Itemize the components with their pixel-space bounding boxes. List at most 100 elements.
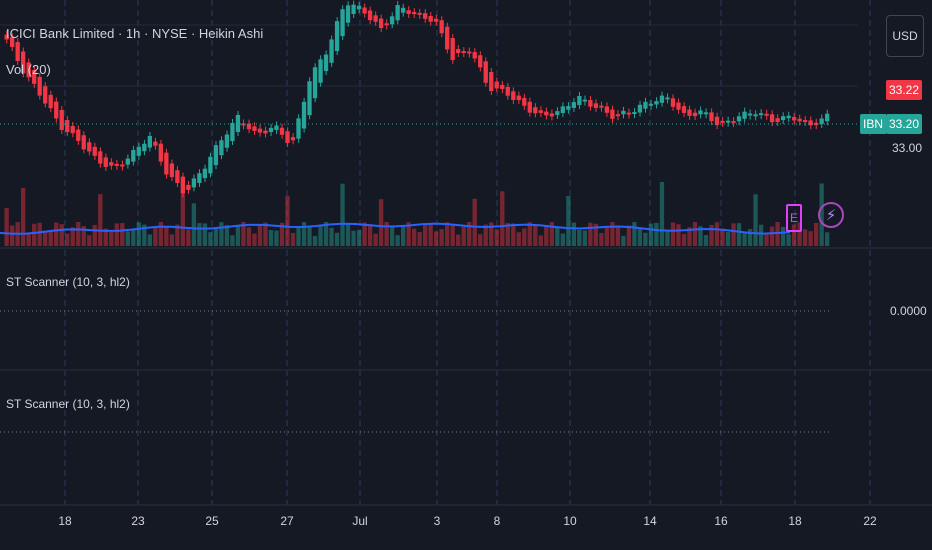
candle-body [257, 128, 263, 133]
volume-bar [698, 226, 703, 246]
volume-bar [340, 183, 345, 246]
candle-body [10, 37, 15, 48]
candle-body [780, 116, 786, 121]
time-tick: 3 [433, 514, 441, 528]
candle-body [637, 104, 643, 113]
volume-bar [70, 227, 75, 246]
volume-bar [775, 222, 780, 246]
candle-body [65, 119, 70, 133]
candle-body [246, 123, 252, 130]
candle-body [175, 170, 180, 184]
volume-bar [37, 222, 42, 246]
volume-bar [731, 223, 736, 246]
pane-separators [0, 247, 932, 506]
candle-body [164, 152, 169, 175]
volume-bar [54, 222, 59, 246]
indicator-pane-label[interactable]: ST Scanner (10, 3, hl2) [6, 275, 130, 289]
candle-body [312, 67, 318, 99]
volume-bar [747, 229, 753, 246]
candle-body [802, 120, 808, 123]
volume-bar [610, 222, 615, 246]
candle-body [824, 113, 830, 122]
candle-body [555, 111, 560, 115]
volume-bar [180, 182, 186, 246]
volume-bar [566, 196, 571, 246]
candle-body [98, 151, 103, 164]
candle-body [676, 102, 681, 110]
candle-body [54, 101, 59, 119]
volume-bar [411, 228, 417, 246]
volume-bar [307, 225, 312, 246]
volume-bar [505, 223, 510, 246]
volume-bar [263, 222, 268, 246]
volume-bar [797, 222, 802, 246]
volume-bar [103, 228, 108, 246]
volume-bar [202, 223, 208, 246]
volume-bar [489, 222, 494, 246]
volume-bar [329, 227, 334, 246]
candle-body [384, 23, 389, 26]
volume-bar [461, 226, 466, 246]
volume-bar [599, 233, 604, 246]
earnings-marker[interactable]: E [786, 204, 802, 232]
time-tick: 18 [788, 514, 802, 528]
candle-body [274, 125, 279, 130]
chart-title[interactable]: ICICI Bank Limited · 1h · NYSE · Heikin … [6, 26, 264, 41]
candle-body [32, 69, 37, 84]
candle-body [356, 5, 362, 10]
candle-body [494, 81, 499, 89]
candle-body [81, 135, 86, 150]
candle-body [290, 137, 296, 141]
volume-bar [285, 195, 290, 246]
candle-body [241, 123, 246, 126]
volume-bar [241, 222, 246, 246]
candle-body [59, 109, 64, 130]
volume-bar [257, 224, 263, 246]
time-tick: Jul [352, 514, 368, 528]
volume-bar [555, 227, 560, 246]
candle-body [92, 146, 97, 156]
currency-button[interactable]: USD [886, 15, 924, 57]
volume-bar [109, 232, 114, 246]
candle-body [395, 5, 400, 21]
candle-body [103, 157, 108, 167]
candle-body [659, 95, 665, 103]
volume-label[interactable]: Vol (20) [6, 62, 51, 77]
candle-body [235, 114, 241, 133]
volume-bar [802, 229, 808, 246]
candle-body [489, 72, 494, 92]
candle-body [279, 127, 285, 135]
candle-body [43, 86, 48, 104]
symbol-price-tag: 33.20 [886, 114, 922, 134]
candle-body [400, 7, 406, 13]
lightning-icon[interactable]: ⚡ [818, 202, 844, 228]
candle-body [786, 115, 791, 119]
volume-bar [439, 229, 444, 246]
volume-bar [720, 228, 725, 246]
volume-bar [147, 234, 152, 246]
volume-bar [356, 229, 362, 246]
candle-body [461, 51, 466, 54]
volume-bar [467, 222, 472, 246]
candle-body [577, 95, 582, 106]
candle-body [345, 5, 351, 23]
volume-bar [659, 182, 665, 246]
volume-bar [345, 222, 351, 246]
volume-bar [351, 230, 356, 246]
indicator-pane-label-2[interactable]: ST Scanner (10, 3, hl2) [6, 397, 130, 411]
candle-body [125, 158, 130, 165]
candle-body [417, 12, 422, 15]
candle-body [769, 114, 775, 123]
indicator-axis-value: 0.0000 [890, 304, 927, 318]
time-tick: 23 [131, 514, 145, 528]
volume-bar [406, 222, 411, 246]
volume-bar [450, 224, 455, 246]
candle-body [654, 101, 659, 105]
candle-body [21, 51, 26, 74]
candle-body [307, 81, 312, 116]
volume-bar [780, 226, 786, 246]
volume-bar [400, 224, 406, 246]
candle-body [114, 163, 119, 166]
candle-body [483, 61, 488, 83]
